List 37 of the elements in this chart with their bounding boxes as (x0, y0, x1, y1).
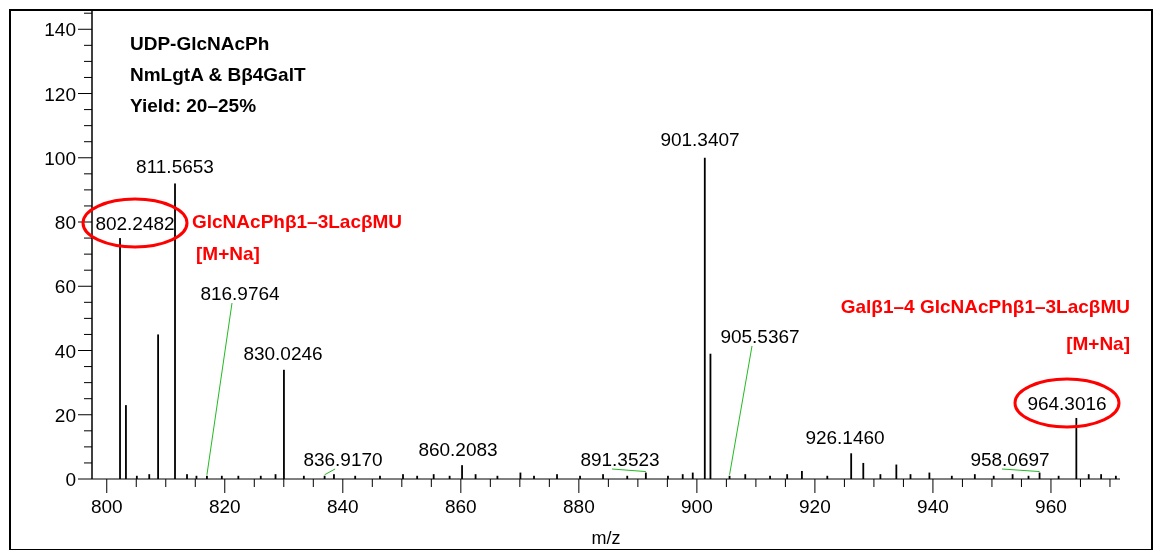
x-tick-label: 880 (563, 496, 595, 517)
x-axis-title: m/z (591, 528, 621, 548)
x-tick-label: 900 (681, 496, 713, 517)
annotation: 802.2482 (95, 213, 175, 234)
x-tick-label: 940 (917, 496, 949, 517)
y-tick-label: 80 (54, 212, 76, 234)
x-tick-label: 800 (90, 496, 123, 517)
annotation: 830.0246 (243, 343, 323, 364)
annotation: 958.0697 (970, 449, 1050, 470)
y-tick-label: 140 (44, 19, 76, 41)
annotation: GlcNAcPhβ1–3LacβMU (192, 211, 403, 232)
x-tick-label: 840 (326, 496, 359, 517)
x-tick-label: 860 (444, 496, 477, 517)
annotation: 816.9764 (200, 283, 281, 304)
annotation: 811.5653 (136, 156, 214, 177)
y-tick-label: 100 (44, 147, 76, 169)
y-tick-label: 60 (54, 276, 76, 298)
y-tick-label: 120 (44, 83, 76, 105)
annotation: 901.3407 (660, 129, 740, 150)
x-tick-label: 960 (1035, 496, 1067, 517)
y-tick-label: 20 (54, 404, 76, 426)
annotation: 926.1460 (805, 427, 885, 448)
annotation: 964.3016 (1027, 393, 1107, 414)
text: UDP-GlcNAcPh (130, 33, 270, 54)
annotation: [M+Na] (196, 243, 260, 264)
annotation: 860.2083 (418, 439, 498, 460)
y-tick-label: 40 (54, 340, 76, 362)
annotation: 905.5367 (720, 326, 800, 347)
text: NmLgtA & Bβ4GalT (130, 64, 306, 85)
annotation: Yield: 20–25% (130, 95, 257, 116)
x-tick-label: 920 (799, 496, 831, 517)
annotation: Galβ1–4 GlcNAcPhβ1–3LacβMU (840, 296, 1130, 317)
annotation: 836.9170 (303, 449, 383, 470)
annotation: 891.3523 (580, 449, 660, 470)
y-tick-label: 0 (65, 469, 76, 490)
annotation: [M+Na] (1066, 333, 1130, 354)
x-tick-label: 820 (208, 496, 241, 517)
